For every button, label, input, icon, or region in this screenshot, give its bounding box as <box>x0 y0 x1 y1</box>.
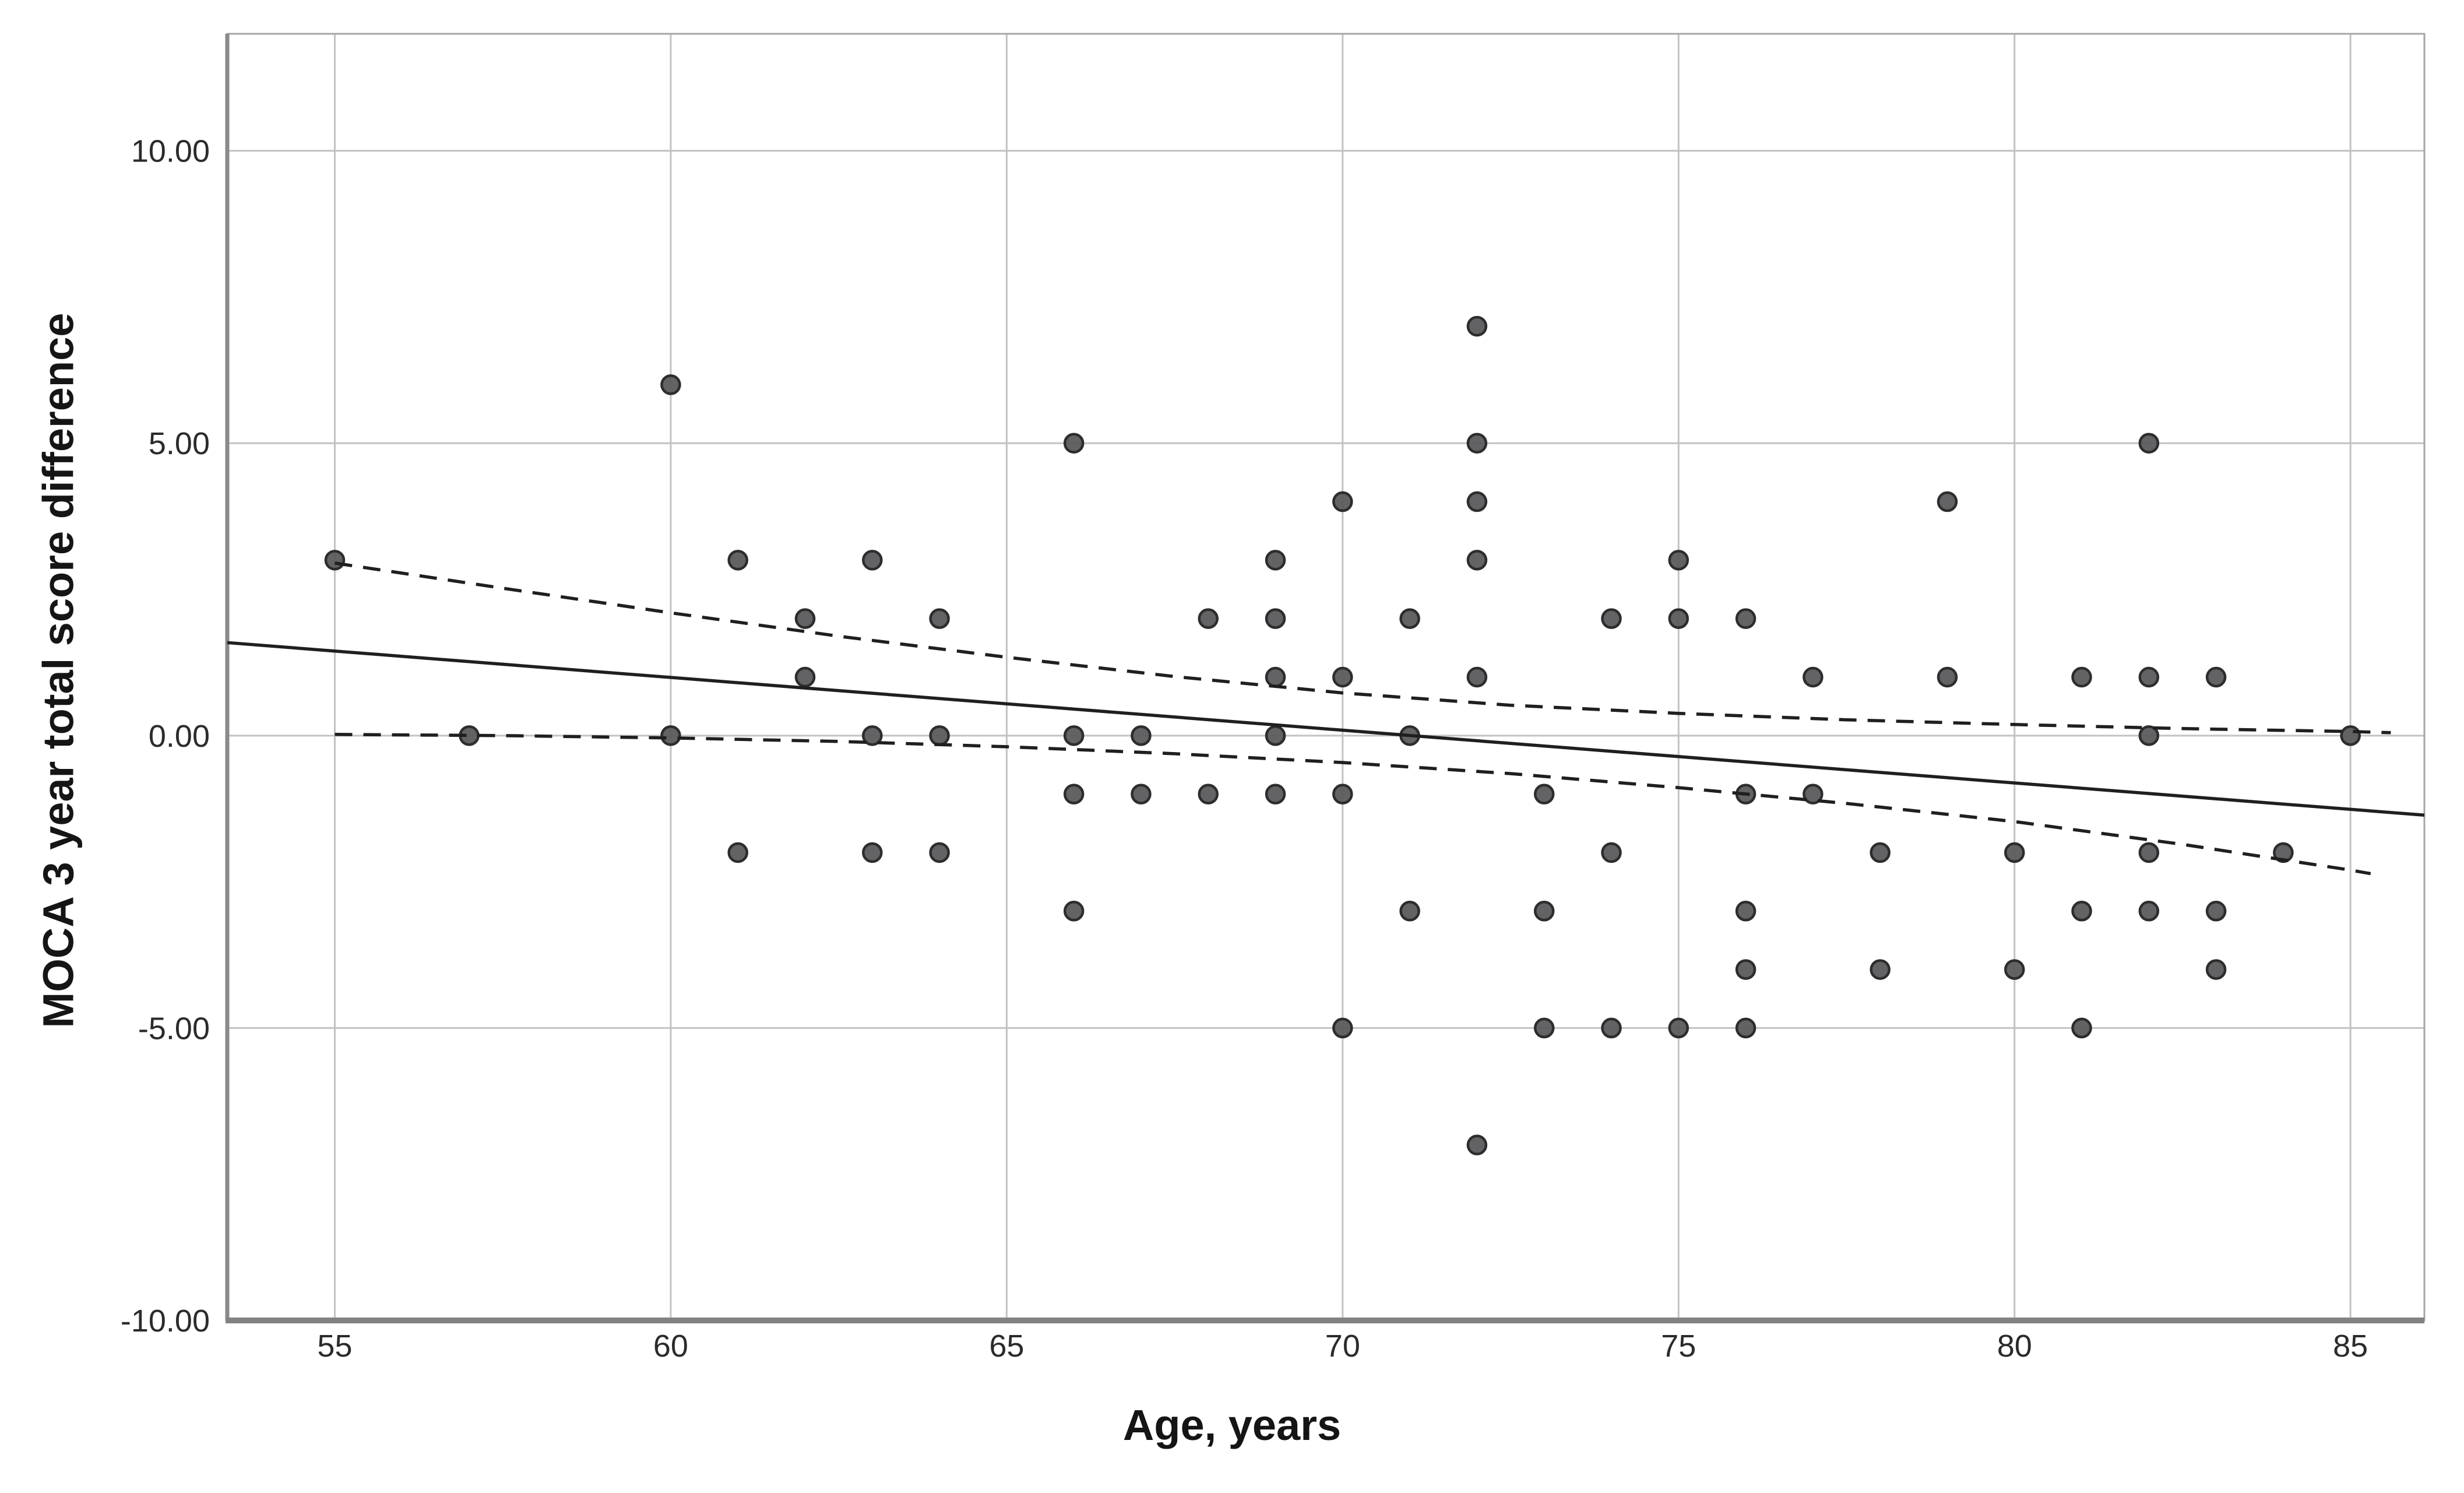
ci-lower-line <box>335 733 2371 876</box>
data-point <box>2205 666 2227 688</box>
y-tick-label: 10.00 <box>131 134 210 169</box>
data-point <box>2273 842 2294 863</box>
data-point <box>1265 784 1286 805</box>
data-point <box>1533 784 1555 805</box>
x-tick-label: 85 <box>2333 1329 2368 1364</box>
data-point <box>1265 725 1286 746</box>
data-point <box>1332 1017 1353 1039</box>
data-point <box>727 550 748 571</box>
data-point <box>2071 1017 2092 1039</box>
data-point <box>1735 608 1757 629</box>
x-tick-label: 55 <box>317 1329 352 1364</box>
data-point <box>1131 784 1152 805</box>
data-point <box>862 725 883 746</box>
data-point <box>1601 1017 1622 1039</box>
data-point <box>1466 550 1488 571</box>
x-tick-label: 70 <box>1325 1329 1360 1364</box>
y-tick-label: -5.00 <box>138 1011 210 1046</box>
data-point <box>727 842 748 863</box>
data-point <box>794 666 816 688</box>
data-point <box>862 842 883 863</box>
data-point <box>1870 959 1891 980</box>
data-point <box>929 842 950 863</box>
data-point <box>1937 666 1958 688</box>
data-point <box>1063 901 1085 922</box>
x-axis-title: Age, years <box>1122 1401 1342 1449</box>
data-point <box>1668 550 1689 571</box>
data-point <box>1601 608 1622 629</box>
data-point <box>1466 315 1488 337</box>
regression-line <box>227 641 2425 817</box>
data-point <box>2205 959 2227 980</box>
data-point <box>1735 901 1757 922</box>
data-point <box>1063 784 1085 805</box>
data-point <box>929 725 950 746</box>
data-point <box>1332 491 1353 512</box>
data-point <box>1198 784 1219 805</box>
data-point <box>1735 959 1757 980</box>
data-point <box>1265 666 1286 688</box>
data-point <box>929 608 950 629</box>
data-point <box>1803 784 1824 805</box>
data-point <box>2138 842 2160 863</box>
data-point <box>660 374 681 395</box>
data-point <box>1937 491 1958 512</box>
data-point <box>2205 901 2227 922</box>
data-point <box>1601 842 1622 863</box>
data-point <box>1466 491 1488 512</box>
data-point <box>2004 959 2025 980</box>
data-point <box>1198 608 1219 629</box>
data-point <box>794 608 816 629</box>
data-point <box>1466 666 1488 688</box>
data-point <box>1870 842 1891 863</box>
data-point <box>1466 433 1488 454</box>
data-point <box>1265 550 1286 571</box>
data-point <box>2138 433 2160 454</box>
x-tick-label: 75 <box>1661 1329 1696 1364</box>
y-axis-title: MOCA 3 year total score difference <box>34 312 83 1028</box>
data-point <box>2340 725 2361 746</box>
data-point <box>1466 1134 1488 1155</box>
data-point <box>2071 901 2092 922</box>
data-point <box>1533 1017 1555 1039</box>
data-point <box>2138 725 2160 746</box>
data-point <box>862 550 883 571</box>
data-point <box>2138 901 2160 922</box>
y-tick-label: 0.00 <box>149 719 210 754</box>
data-point <box>1668 1017 1689 1039</box>
data-point <box>1668 608 1689 629</box>
data-point <box>1063 433 1085 454</box>
ci-upper-line <box>335 561 2391 735</box>
y-tick-label: -10.00 <box>121 1304 210 1339</box>
x-tick-label: 65 <box>989 1329 1024 1364</box>
data-point <box>1063 725 1085 746</box>
data-point <box>1399 608 1420 629</box>
data-point <box>2004 842 2025 863</box>
y-tick-label: 5.00 <box>149 426 210 461</box>
data-point <box>1265 608 1286 629</box>
data-point <box>1399 901 1420 922</box>
data-point <box>2071 666 2092 688</box>
data-point <box>1735 1017 1757 1039</box>
data-point <box>324 550 346 571</box>
data-point <box>660 725 681 746</box>
data-point <box>1533 901 1555 922</box>
data-point <box>1332 666 1353 688</box>
data-point <box>1803 666 1824 688</box>
x-tick-label: 80 <box>1997 1329 2032 1364</box>
data-point <box>1332 784 1353 805</box>
data-point <box>1131 725 1152 746</box>
data-point <box>2138 666 2160 688</box>
x-tick-label: 60 <box>653 1329 688 1364</box>
